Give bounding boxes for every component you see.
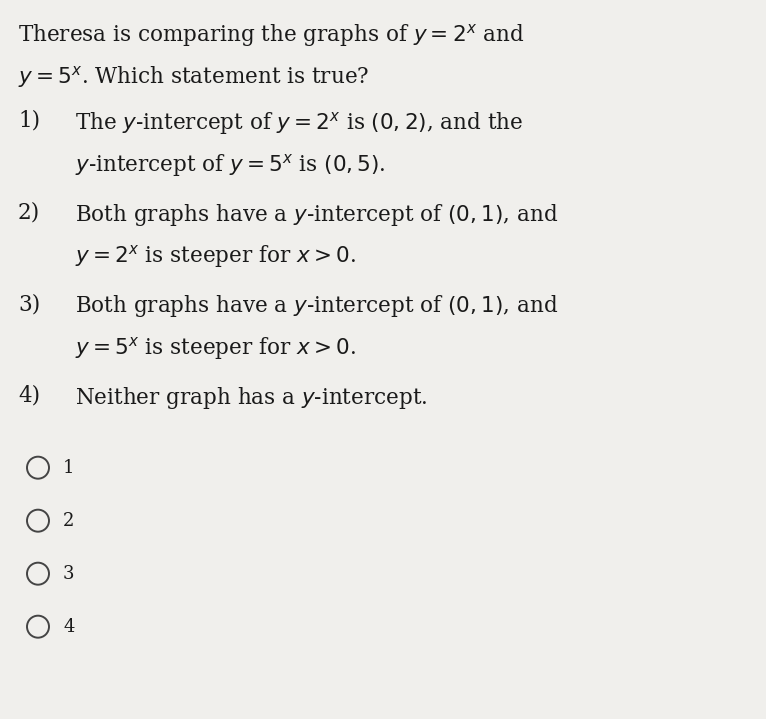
Text: The $y$-intercept of $y = 2^x$ is $(0,2)$, and the: The $y$-intercept of $y = 2^x$ is $(0,2)…	[75, 110, 523, 137]
Text: $y = 5^x$. Which statement is true?: $y = 5^x$. Which statement is true?	[18, 64, 369, 90]
Text: 2): 2)	[18, 201, 41, 224]
Text: 1: 1	[63, 459, 74, 477]
Text: Both graphs have a $y$-intercept of $(0,1)$, and: Both graphs have a $y$-intercept of $(0,…	[75, 201, 558, 227]
Text: 1): 1)	[18, 110, 40, 132]
Text: $y = 5^x$ is steeper for $x > 0$.: $y = 5^x$ is steeper for $x > 0$.	[75, 335, 356, 362]
Text: 2: 2	[63, 512, 74, 530]
Text: Both graphs have a $y$-intercept of $(0,1)$, and: Both graphs have a $y$-intercept of $(0,…	[75, 293, 558, 319]
Text: $y = 2^x$ is steeper for $x > 0$.: $y = 2^x$ is steeper for $x > 0$.	[75, 244, 356, 270]
Text: Theresa is comparing the graphs of $y = 2^x$ and: Theresa is comparing the graphs of $y = …	[18, 22, 524, 49]
Text: 3): 3)	[18, 293, 41, 315]
Text: 3: 3	[63, 564, 74, 582]
Text: Neither graph has a $y$-intercept.: Neither graph has a $y$-intercept.	[75, 385, 427, 411]
Text: 4): 4)	[18, 385, 40, 407]
Text: 4: 4	[63, 618, 74, 636]
Text: $y$-intercept of $y = 5^x$ is $(0,5)$.: $y$-intercept of $y = 5^x$ is $(0,5)$.	[75, 152, 385, 179]
